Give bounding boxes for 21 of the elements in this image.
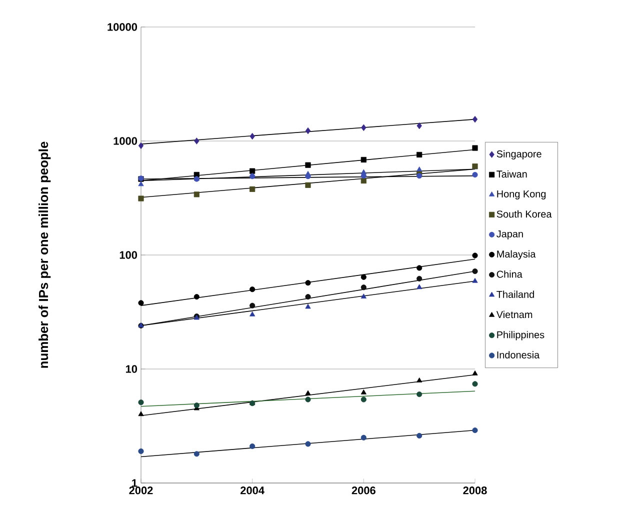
y-tick-label: 10000 <box>108 23 138 31</box>
legend-label: Vietnam <box>496 310 532 318</box>
x-tick-label: 2002 <box>129 486 153 494</box>
legend-label: China <box>496 270 522 278</box>
legend-label: Japan <box>496 230 523 240</box>
y-tick-label: 1000 <box>114 137 138 145</box>
legend-label: Singapore <box>496 150 542 160</box>
legend-label: Taiwan <box>496 170 527 178</box>
legend-label: South Korea <box>496 210 552 218</box>
y-tick-label: 100 <box>120 251 138 259</box>
legend-label: Philippines <box>497 330 544 340</box>
legend-label: Hong Kong <box>497 190 546 200</box>
x-tick-label: 2004 <box>240 486 264 494</box>
y-tick-label: 10 <box>126 365 138 373</box>
legend-label: Indonesia <box>497 351 540 358</box>
y-tick-label: 1 <box>132 479 138 487</box>
legend-label: Thailand <box>496 290 534 298</box>
y-axis-title: number of IPs per one million people <box>38 142 51 368</box>
x-tick-label: 2006 <box>352 486 376 494</box>
x-tick-label: 2008 <box>463 486 487 494</box>
legend-label: Malaysia <box>497 250 536 260</box>
